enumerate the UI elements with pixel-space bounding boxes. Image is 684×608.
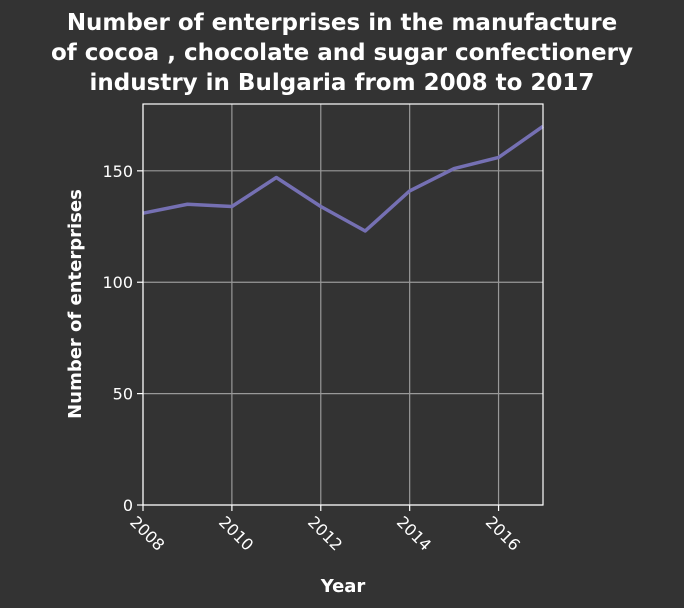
series-layer: [142, 124, 545, 233]
chart-title-line-3: industry in Bulgaria from 2008 to 2017: [90, 70, 595, 96]
y-tick-label: 50: [113, 385, 133, 404]
x-tick-label: 2008: [126, 512, 168, 554]
series-line: [142, 124, 545, 233]
x-axis-label: Year: [320, 576, 366, 597]
x-tick-label: 2014: [393, 512, 435, 554]
y-tick-label: 150: [102, 162, 133, 181]
chart-title-line-1: Number of enterprises in the manufacture: [67, 10, 617, 36]
x-tick-label: 2012: [304, 512, 346, 554]
y-tick-label: 0: [123, 496, 133, 515]
chart-title-line-2: of cocoa , chocolate and sugar confectio…: [51, 40, 633, 66]
plot-frame: [142, 103, 544, 506]
chart-title: Number of enterprises in the manufacture…: [51, 10, 633, 96]
x-tick-label: 2010: [215, 512, 257, 554]
grid-lines: [142, 104, 543, 506]
x-tick-label: 2016: [482, 512, 524, 554]
axis-ticks: 2008 2010 2012 2014 2016 0 50 100 150: [102, 162, 524, 555]
y-axis-label: Number of enterprises: [65, 189, 86, 419]
y-tick-label: 100: [102, 273, 133, 292]
